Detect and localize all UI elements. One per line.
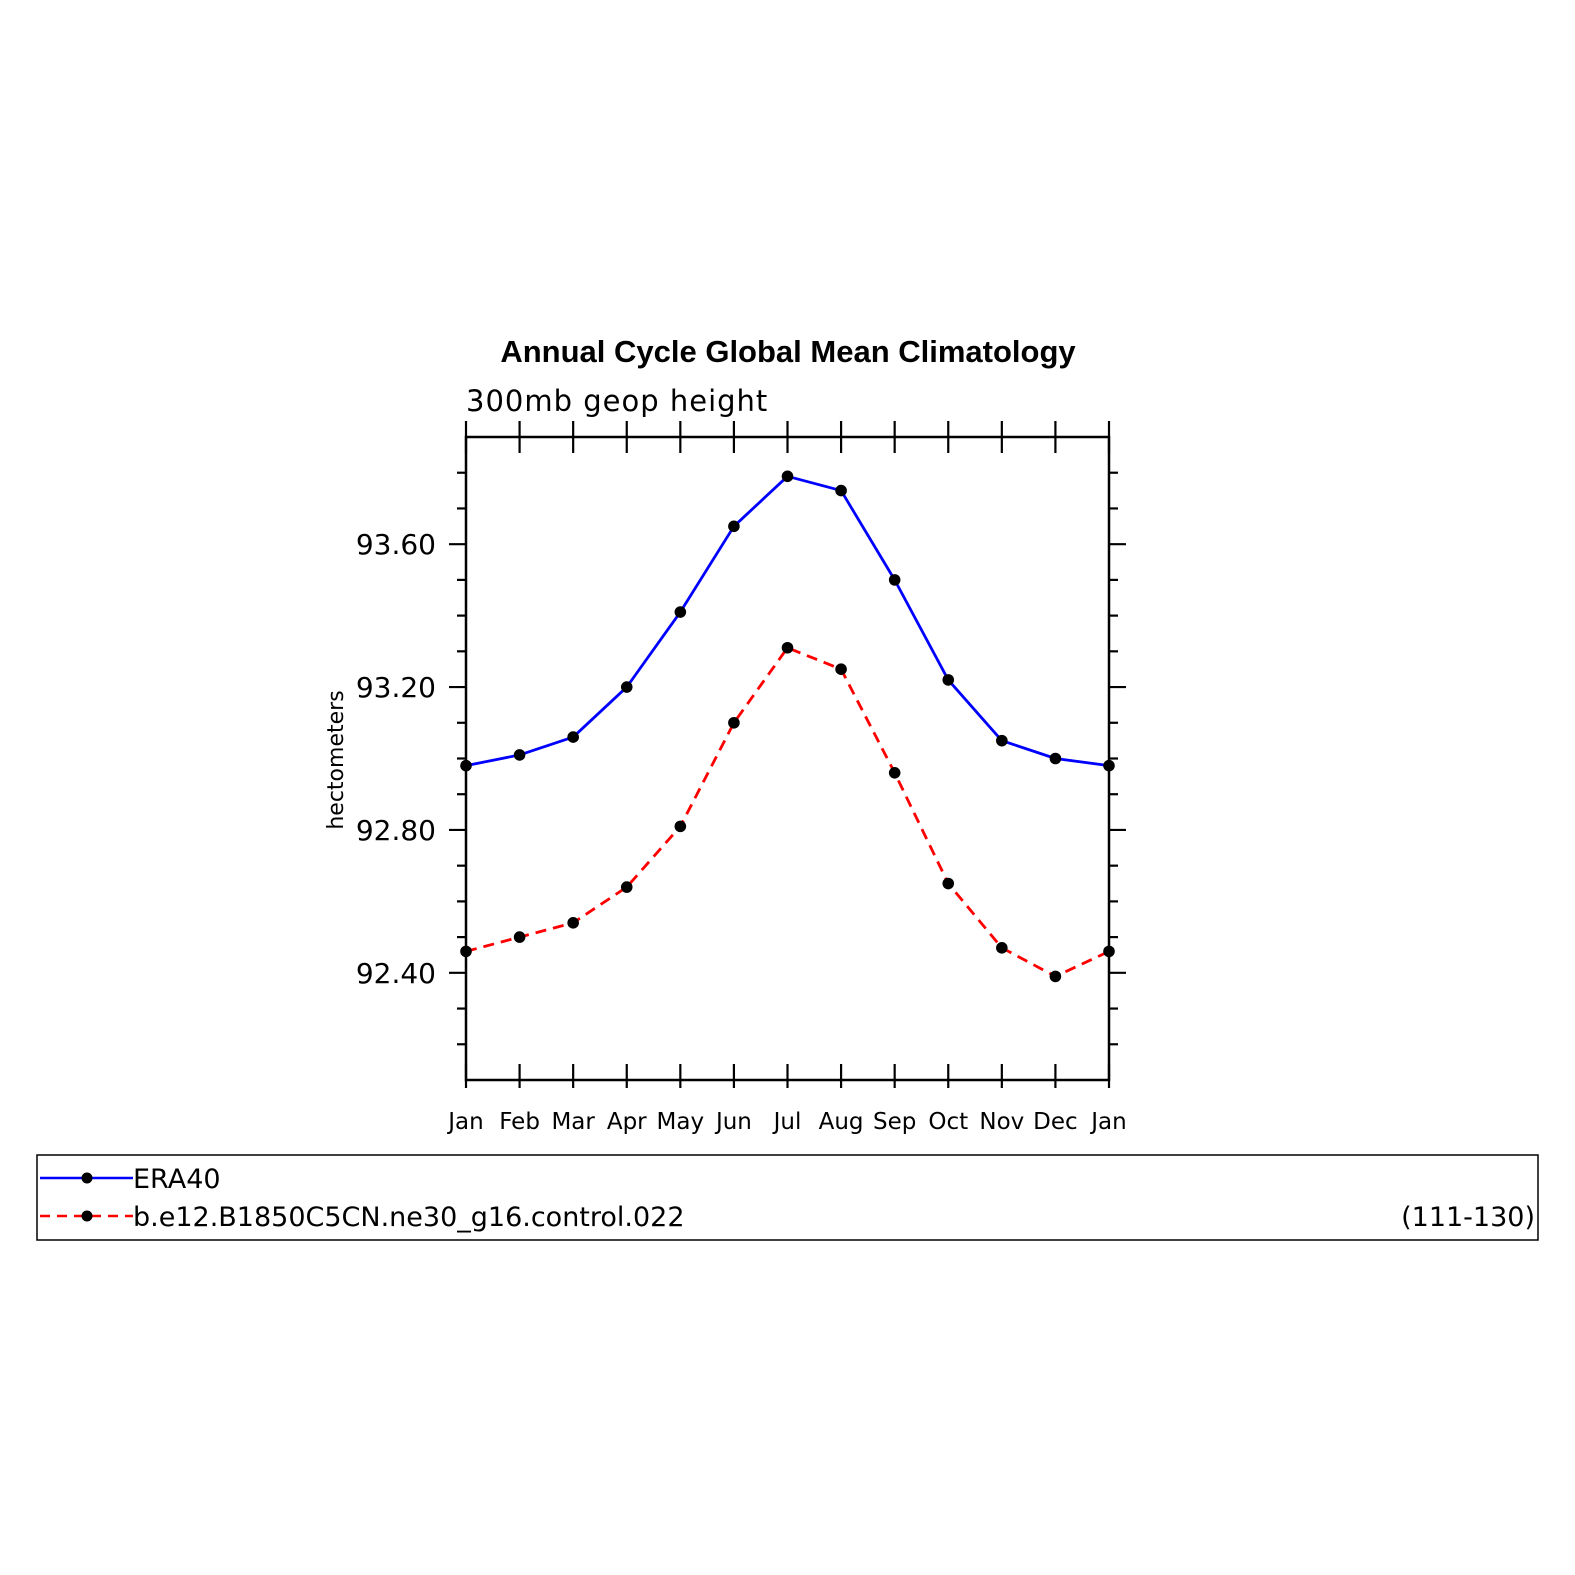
- series-point-0: [567, 731, 579, 743]
- chart-subtitle: 300mb geop height: [466, 384, 768, 418]
- legend-swatch-marker-era40: [81, 1172, 93, 1184]
- x-tick-label: Aug: [819, 1109, 864, 1135]
- y-tick-label: 93.20: [356, 671, 436, 704]
- series-point-1: [888, 766, 901, 779]
- x-tick-label: Nov: [979, 1109, 1024, 1135]
- x-tick-label: Jul: [772, 1109, 802, 1135]
- axes: Jan Feb Mar Apr May Jun Jul Aug Sep Oct Nov Dec Jan 9…: [356, 421, 1127, 1135]
- series-point-1: [513, 931, 526, 943]
- series-layer: [460, 470, 1115, 983]
- series-point-1: [567, 917, 579, 929]
- x-tick-label: Jan: [1089, 1109, 1126, 1135]
- series-point-1: [781, 641, 794, 654]
- series-point-0: [996, 734, 1008, 747]
- series-line-0: [465, 474, 1110, 768]
- y-tick-label: 92.40: [356, 957, 436, 990]
- x-tick-label: Dec: [1033, 1109, 1078, 1135]
- x-tick-label: Jun: [714, 1109, 752, 1135]
- legend-period-label: (111-130): [1401, 1202, 1535, 1233]
- series-line-1: [465, 646, 1110, 978]
- series-point-1: [1049, 970, 1062, 983]
- series-point-0: [674, 606, 687, 618]
- y-tick-label: 92.80: [356, 814, 436, 847]
- legend-label-model: b.e12.B1850C5CN.ne30_g16.control.022: [133, 1202, 685, 1233]
- chart-title: Annual Cycle Global Mean Climatology: [500, 334, 1076, 369]
- legend-swatch-marker-model: [81, 1210, 93, 1222]
- legend-box: [36, 1154, 1539, 1241]
- x-tick-label: Feb: [499, 1109, 540, 1135]
- x-tick-label: May: [657, 1109, 705, 1135]
- series-point-1: [942, 877, 955, 890]
- series-point-1: [835, 663, 847, 675]
- series-point-0: [835, 484, 847, 497]
- series-point-1: [996, 942, 1008, 954]
- legend: ERA40 b.e12.B1850C5CN.ne30_g16.control.0…: [36, 1154, 1539, 1241]
- series-point-0: [513, 749, 526, 761]
- x-tick-label: Apr: [607, 1109, 647, 1135]
- x-tick-label: Jan: [446, 1109, 483, 1135]
- series-point-0: [888, 574, 901, 586]
- series-point-0: [942, 674, 955, 686]
- y-tick-label: 93.60: [356, 528, 436, 561]
- series-point-0: [1049, 752, 1062, 765]
- x-tick-label: Mar: [551, 1109, 595, 1135]
- x-tick-label: Oct: [928, 1109, 968, 1135]
- x-tick-label: Sep: [873, 1109, 916, 1135]
- series-point-1: [620, 881, 633, 893]
- plot-frame: [464, 435, 1111, 1082]
- series-point-0: [620, 681, 633, 693]
- legend-label-era40: ERA40: [133, 1164, 221, 1195]
- y-axis-label: hectometers: [324, 690, 349, 829]
- series-point-0: [728, 520, 740, 533]
- series-point-0: [781, 470, 794, 483]
- series-point-1: [728, 716, 740, 729]
- series-point-1: [674, 820, 687, 833]
